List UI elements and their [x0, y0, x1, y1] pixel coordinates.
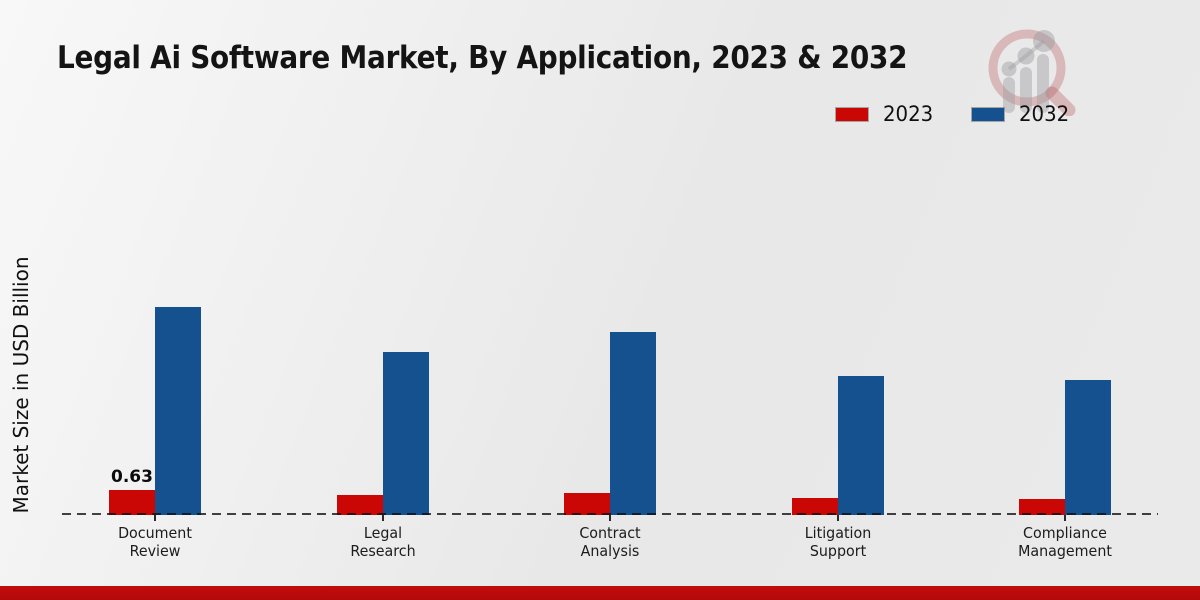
bar-2032-document-review	[155, 307, 201, 515]
category-label-compliance-management: Compliance Management	[1018, 524, 1112, 560]
bar-2032-litigation-support	[837, 376, 884, 515]
bar-2023-legal-research	[336, 495, 383, 515]
y-axis-label: Market Size in USD Billion	[9, 256, 33, 514]
category-label-contract-analysis: Contract Analysis	[579, 524, 641, 560]
x-tick-compliance-management	[1064, 515, 1066, 521]
x-tick-legal-research	[381, 515, 384, 521]
bar-2023-document-review	[109, 490, 155, 515]
bar-2032-contract-analysis	[610, 332, 656, 515]
legend-label-2023: 2023	[883, 102, 934, 126]
category-label-legal-research: Legal Research	[349, 524, 416, 560]
x-tick-contract-analysis	[609, 515, 611, 521]
bar-2023-compliance-management	[1019, 499, 1065, 515]
chart-title: Legal Ai Software Market, By Application…	[57, 40, 908, 76]
legend-item-2023: 2023	[836, 102, 936, 126]
x-tick-litigation-support	[836, 515, 839, 521]
legend-swatch-2032	[972, 107, 1005, 121]
category-label-litigation-support: Litigation Support	[804, 524, 871, 560]
legend: 2023 2032	[836, 102, 1073, 126]
legend-label-2032: 2032	[1019, 102, 1070, 126]
magnifier-bar-chart-logo-icon	[988, 29, 1076, 116]
bar-2032-legal-research	[382, 352, 429, 515]
bar-2023-contract-analysis	[564, 493, 610, 515]
legend-swatch-2023	[836, 107, 868, 121]
category-label-document-review: Document Review	[118, 524, 192, 560]
legend-item-2032: 2032	[972, 102, 1072, 126]
x-tick-document-review	[154, 515, 156, 521]
bar-value-label-2023-0: 0.63	[111, 467, 153, 487]
footer-accent-bar	[0, 586, 1200, 600]
bar-2032-compliance-management	[1065, 380, 1111, 515]
bar-2023-litigation-support	[791, 498, 838, 515]
